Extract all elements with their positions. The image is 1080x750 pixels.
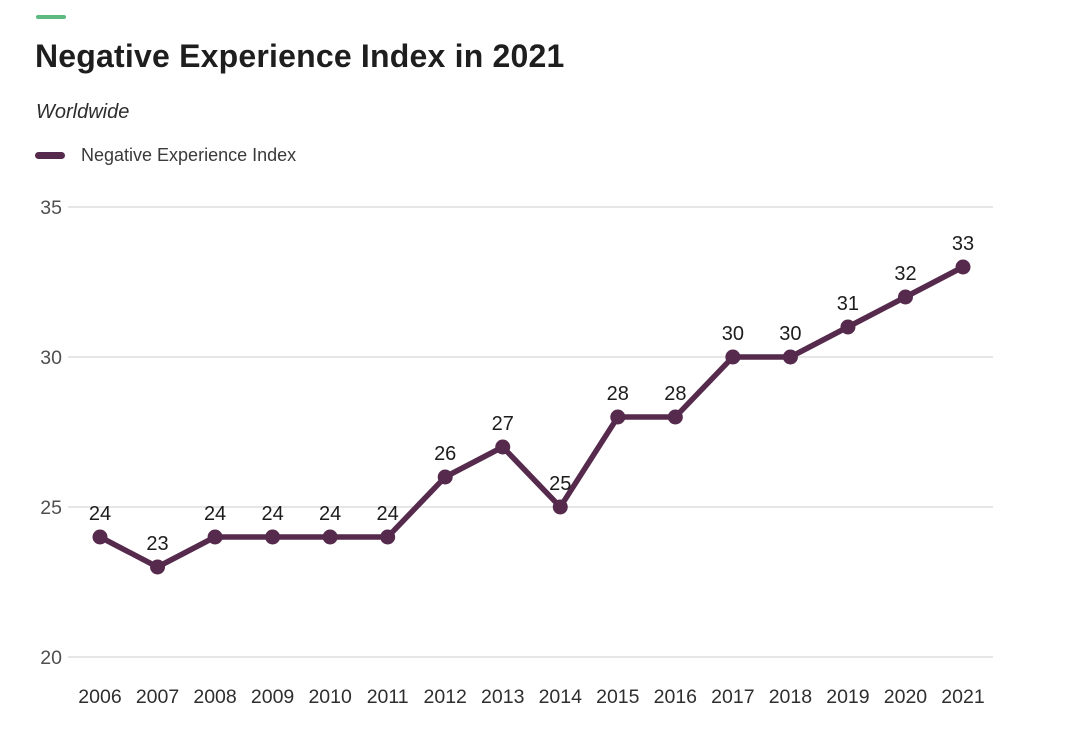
data-point — [610, 409, 626, 425]
data-point-label: 25 — [549, 473, 571, 495]
data-point-label: 31 — [837, 293, 859, 315]
x-axis-tick-label: 2020 — [884, 686, 928, 708]
x-axis-tick-label: 2015 — [596, 686, 640, 708]
x-axis-tick-label: 2017 — [711, 686, 754, 708]
data-point — [955, 259, 971, 275]
data-point-label: 28 — [607, 383, 629, 405]
series-line — [97, 264, 966, 570]
x-axis-tick-label: 2006 — [78, 686, 121, 708]
y-axis-tick-label: 25 — [40, 497, 62, 519]
y-axis-tick-label: 20 — [40, 647, 62, 669]
x-axis-tick-label: 2016 — [654, 686, 697, 708]
data-point-label: 27 — [492, 413, 514, 435]
x-axis-tick-label: 2013 — [481, 686, 524, 708]
chart-title: Negative Experience Index in 2021 — [35, 38, 565, 74]
x-axis-tick-label: 2010 — [308, 686, 352, 708]
data-point — [207, 529, 223, 545]
y-axis-tick-label: 30 — [40, 347, 62, 369]
data-point — [840, 319, 856, 335]
data-point — [782, 349, 798, 365]
data-point-label: 33 — [952, 233, 974, 255]
data-point — [150, 559, 166, 575]
y-axis-tick-label: 35 — [40, 197, 62, 219]
data-point — [897, 289, 913, 305]
data-point-label: 24 — [377, 503, 399, 525]
x-axis-tick-label: 2019 — [826, 686, 869, 708]
x-axis-tick-label: 2008 — [193, 686, 236, 708]
x-axis-tick-label: 2012 — [424, 686, 467, 708]
data-point-label: 24 — [204, 503, 226, 525]
x-axis-tick-label: 2009 — [251, 686, 294, 708]
data-point — [322, 529, 338, 545]
x-axis-tick-label: 2007 — [136, 686, 179, 708]
accent-dash — [36, 15, 66, 19]
data-point — [495, 439, 511, 455]
x-axis-tick-label: 2011 — [367, 686, 409, 708]
line-chart: 35 30 25 20 2006 2007 2008 2009 2010 2011 2012 2013… — [40, 197, 993, 708]
legend-swatch-icon — [35, 152, 65, 159]
data-point — [725, 349, 741, 365]
data-point-label: 23 — [146, 533, 168, 555]
x-axis-tick-label: 2014 — [539, 686, 583, 708]
data-point — [265, 529, 281, 545]
data-point-label: 24 — [319, 503, 341, 525]
chart-subtitle: Worldwide — [36, 101, 130, 123]
data-point-label: 24 — [89, 503, 111, 525]
data-point — [92, 529, 108, 545]
data-point-label: 28 — [664, 383, 686, 405]
data-point — [667, 409, 683, 425]
data-point — [552, 499, 568, 515]
data-point-label: 24 — [261, 503, 283, 525]
data-point-label: 30 — [722, 323, 744, 345]
legend-label: Negative Experience Index — [81, 145, 297, 165]
x-axis-tick-label: 2021 — [941, 686, 984, 708]
x-axis-tick-label: 2018 — [769, 686, 812, 708]
data-point-label: 30 — [779, 323, 801, 345]
data-point-label: 26 — [434, 443, 456, 465]
data-point — [380, 529, 396, 545]
legend: Negative Experience Index — [35, 145, 296, 166]
data-point-label: 32 — [894, 263, 916, 285]
data-point — [437, 469, 453, 485]
